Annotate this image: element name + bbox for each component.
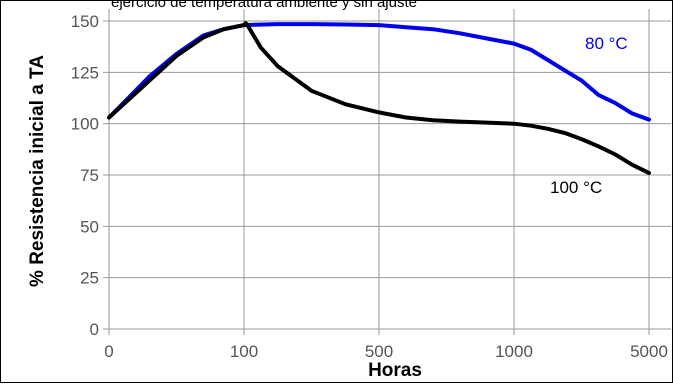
x-tick-label: 0 (104, 342, 113, 361)
x-axis-title: Horas (368, 360, 422, 381)
y-axis-title: % Resistencia inicial a TA (27, 55, 48, 287)
y-tick-label: 100 (71, 115, 99, 134)
chart-series (107, 21, 651, 175)
series-label: 80 °C (585, 34, 628, 53)
chart-labels: 0 25 50 75 100 125 150 0 100 500 1000 5000 80 °C 100 … (71, 12, 668, 361)
y-tick-label: 75 (80, 166, 99, 185)
x-tick-label: 100 (230, 342, 258, 361)
y-tick-label: 50 (80, 217, 99, 236)
y-tick-label: 0 (90, 320, 99, 339)
y-tick-label: 150 (71, 12, 99, 31)
x-tick-label: 5000 (630, 342, 668, 361)
x-tick-label: 1000 (495, 342, 533, 361)
top-caption: ejercicio de temperatura ambiente y sin … (111, 1, 417, 11)
chart-grid (108, 9, 671, 335)
chart-axes (103, 20, 109, 330)
y-tick-label: 125 (71, 63, 99, 82)
series-line (107, 21, 651, 175)
series-label: 100 °C (550, 178, 602, 197)
x-tick-label: 500 (365, 342, 393, 361)
y-tick-label: 25 (80, 269, 99, 288)
